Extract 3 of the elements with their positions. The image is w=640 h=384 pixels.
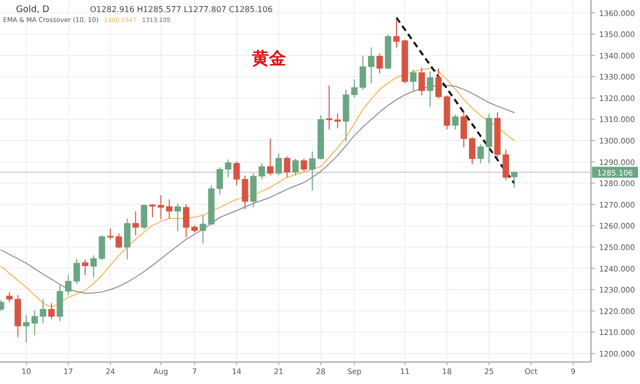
annotation: O1282.916 H1285.577 L1277.807 C1285.106: [90, 5, 273, 14]
annotation: 黄金: [251, 49, 286, 69]
text: Gold, D: [16, 5, 50, 15]
